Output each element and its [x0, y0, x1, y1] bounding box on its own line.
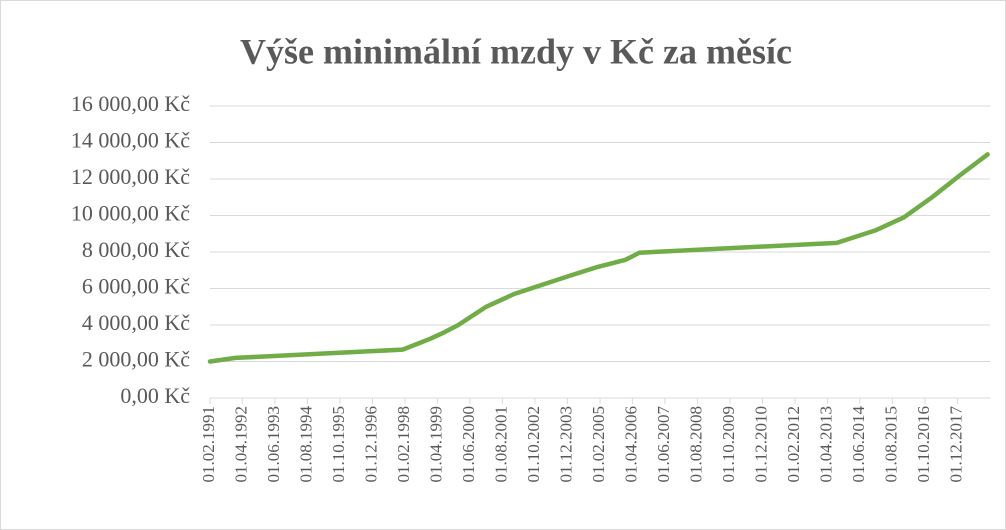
y-tick-label: 16 000,00 Kč: [71, 91, 190, 116]
chart-title: Výše minimální mzdy v Kč za měsíc: [240, 31, 792, 71]
x-tick-label: 01.12.1996: [361, 406, 380, 483]
x-tick-label: 01.04.2013: [816, 406, 835, 483]
y-tick-label: 6 000,00 Kč: [82, 274, 190, 299]
x-tick-label: 01.08.2001: [491, 406, 510, 483]
y-tick-label: 10 000,00 Kč: [71, 201, 190, 226]
x-tick-label: 01.12.2003: [556, 406, 575, 483]
x-tick-label: 01.10.2009: [719, 406, 738, 483]
y-tick-label: 14 000,00 Kč: [71, 128, 190, 153]
y-tick-label: 8 000,00 Kč: [82, 237, 190, 262]
x-tick-label: 01.08.2008: [686, 406, 705, 483]
x-tick-label: 01.06.2007: [654, 406, 673, 483]
x-tick-label: 01.08.2015: [881, 406, 900, 483]
y-tick-label: 4 000,00 Kč: [82, 310, 190, 335]
x-tick-label: 01.10.2002: [524, 406, 543, 483]
x-tick-label: 01.04.2006: [621, 406, 640, 483]
x-tick-label: 01.12.2010: [751, 406, 770, 483]
x-tick-label: 01.04.1999: [426, 406, 445, 483]
x-tick-label: 01.06.2000: [459, 406, 478, 483]
line-series: [207, 152, 990, 364]
x-tick-label: 01.06.1993: [264, 406, 283, 483]
y-tick-label: 0,00 Kč: [120, 383, 190, 408]
y-tick-label: 12 000,00 Kč: [71, 164, 190, 189]
x-tick-label: 01.02.1991: [199, 406, 218, 483]
x-tick-label: 01.02.1998: [394, 406, 413, 483]
x-tick-label: 01.02.2005: [589, 406, 608, 483]
x-tick-label: 01.02.2012: [784, 406, 803, 483]
y-tick-label: 2 000,00 Kč: [82, 347, 190, 372]
x-tick-label: 01.10.1995: [329, 406, 348, 483]
x-tick-label: 01.04.1992: [231, 406, 250, 483]
x-tick-label: 01.12.2017: [946, 406, 965, 483]
x-tick-label: 01.06.2014: [849, 406, 868, 483]
x-tick-label: 01.08.1994: [296, 406, 315, 483]
x-tick-label: 01.10.2016: [914, 406, 933, 483]
